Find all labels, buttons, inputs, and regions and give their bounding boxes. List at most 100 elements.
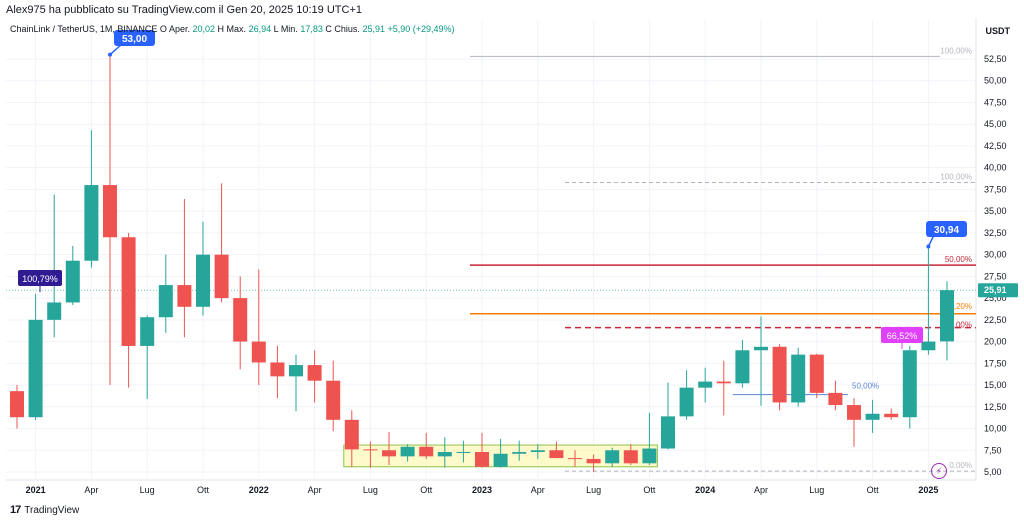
y-tick-label: 30,00 bbox=[984, 250, 1007, 260]
y-tick-label: 17,50 bbox=[984, 358, 1007, 368]
candle-body bbox=[605, 450, 620, 464]
candle-body bbox=[233, 298, 248, 342]
candle-body bbox=[847, 405, 861, 420]
y-tick-label: 15,00 bbox=[984, 380, 1007, 390]
flash-icon[interactable]: ⚡ bbox=[931, 463, 947, 479]
candle-body bbox=[623, 450, 638, 464]
y-tick-label: 47,50 bbox=[984, 97, 1007, 107]
x-tick-label: 2023 bbox=[472, 485, 492, 495]
close-value: 25,91 bbox=[362, 24, 385, 34]
low-prefix: L bbox=[273, 24, 279, 34]
candle-body bbox=[772, 346, 787, 403]
candle-body bbox=[307, 365, 322, 381]
candle-body bbox=[326, 380, 341, 420]
candle-body bbox=[382, 450, 396, 457]
candle-body bbox=[270, 362, 285, 377]
y-tick-label: 10,00 bbox=[984, 424, 1007, 434]
candle-body bbox=[940, 290, 954, 342]
y-tick-label: 12,50 bbox=[984, 402, 1007, 412]
x-tick-label: Ott bbox=[867, 485, 880, 495]
candle-body bbox=[530, 450, 545, 453]
level-label-resistance-red: 50,00% bbox=[945, 255, 972, 264]
candle-body bbox=[661, 416, 675, 449]
candle-body bbox=[251, 341, 266, 363]
y-tick-label: 7,50 bbox=[984, 445, 1002, 455]
candle-body bbox=[568, 458, 582, 460]
y-tick-label: 20,00 bbox=[984, 337, 1007, 347]
candle-body bbox=[28, 319, 43, 418]
x-tick-label: Lug bbox=[140, 485, 155, 495]
low-value: 17,83 bbox=[300, 24, 323, 34]
candle-body bbox=[586, 458, 601, 464]
symbol-name[interactable]: ChainLink / TetherUS, 1M, BINANCE bbox=[10, 24, 158, 34]
open-value: 20,02 bbox=[192, 24, 216, 34]
candle-body bbox=[791, 354, 806, 403]
candle-body bbox=[809, 354, 824, 393]
level-label-retrace-blue: 50,00% bbox=[852, 382, 879, 391]
candle-body bbox=[10, 391, 24, 418]
candle-body bbox=[47, 302, 62, 320]
close-prefix: C bbox=[325, 24, 332, 34]
x-tick-label: Ott bbox=[643, 485, 656, 495]
pct-callout-left-text: 100,79% bbox=[22, 274, 58, 284]
open-prefix: O bbox=[159, 24, 167, 34]
last-price-text: 25,91 bbox=[984, 285, 1007, 295]
x-tick-label: 2025 bbox=[918, 485, 938, 495]
tradingview-brand: TradingView bbox=[24, 504, 80, 516]
candle-body bbox=[158, 285, 173, 318]
candle-body bbox=[642, 448, 657, 464]
y-tick-label: 35,00 bbox=[984, 206, 1007, 216]
candle-body bbox=[363, 449, 378, 451]
candle-body bbox=[65, 260, 80, 303]
candle-body bbox=[754, 346, 768, 351]
candle-body bbox=[84, 185, 99, 261]
candle-body bbox=[512, 452, 527, 454]
high-callout-text: 53,00 bbox=[122, 34, 147, 45]
y-tick-label: 25,00 bbox=[984, 293, 1007, 303]
pct-callout-left-box bbox=[18, 270, 62, 286]
candle-body bbox=[437, 452, 452, 457]
candle-body bbox=[493, 453, 508, 467]
candle-body bbox=[902, 350, 917, 418]
level-label-fib-dashed-red: 50,00% bbox=[945, 321, 972, 330]
y-tick-label: 40,00 bbox=[984, 163, 1007, 173]
level-label-fib-100pct-mid: 100,00% bbox=[940, 172, 972, 181]
y-tick-label: 22,50 bbox=[984, 315, 1007, 325]
x-tick-label: 2024 bbox=[695, 485, 715, 495]
candle-body bbox=[884, 413, 899, 418]
candle-body bbox=[475, 452, 489, 467]
x-tick-label: Apr bbox=[84, 485, 98, 495]
candle-body bbox=[549, 450, 564, 459]
high-callout-dot bbox=[108, 52, 112, 57]
candle-body bbox=[344, 419, 359, 450]
x-tick-label: 2022 bbox=[249, 485, 269, 495]
level-label-fib-100pct-top: 100,00% bbox=[940, 46, 972, 55]
y-tick-label: 27,50 bbox=[984, 271, 1007, 281]
low-label: Min. bbox=[280, 24, 298, 34]
candle-body bbox=[289, 365, 303, 377]
currency-label[interactable]: USDT bbox=[985, 26, 1011, 36]
candle-body bbox=[716, 381, 731, 384]
candle-body bbox=[121, 237, 136, 346]
candle-body bbox=[419, 446, 434, 457]
high-value: 26,94 bbox=[248, 24, 272, 34]
open-label: Aper. bbox=[168, 24, 190, 34]
x-tick-label: Apr bbox=[531, 485, 545, 495]
candle-body bbox=[400, 446, 415, 457]
candle-body bbox=[828, 392, 843, 406]
y-tick-label: 50,00 bbox=[984, 76, 1007, 86]
y-tick-label: 45,00 bbox=[984, 119, 1007, 129]
symbol-info-bar: ChainLink / TetherUS, 1M, BINANCE O Aper… bbox=[10, 24, 455, 34]
high-callout-box bbox=[114, 30, 155, 46]
tradingview-footer: 17 TradingView bbox=[10, 504, 79, 516]
x-tick-label: 2021 bbox=[26, 485, 46, 495]
x-tick-label: Lug bbox=[809, 485, 824, 495]
y-tick-label: 32,50 bbox=[984, 228, 1007, 238]
close-label: Chius. bbox=[334, 24, 360, 34]
pct-callout-right-box bbox=[881, 327, 923, 343]
recent-high-callout-box bbox=[926, 221, 967, 237]
x-tick-label: Ott bbox=[420, 485, 433, 495]
high-prefix: H bbox=[217, 24, 225, 34]
candle-body bbox=[456, 452, 471, 454]
